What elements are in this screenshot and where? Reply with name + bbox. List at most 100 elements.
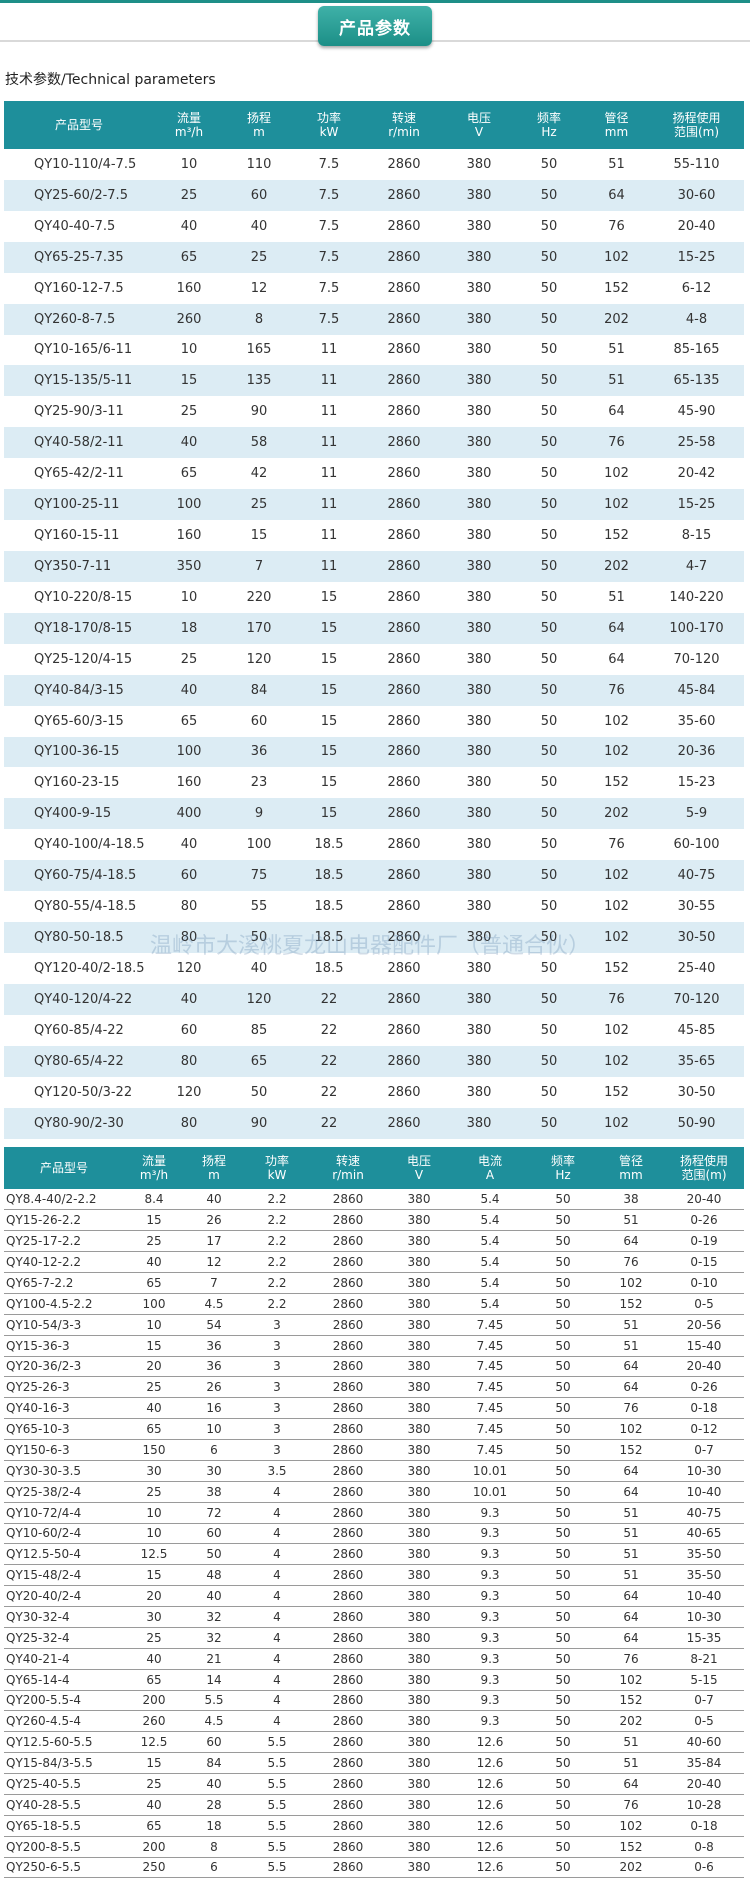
column-header-unit: 范围(m) — [673, 125, 720, 139]
table-cell: 90 — [224, 1107, 294, 1139]
table-row: QY12.5-60-5.5 12.5 60 5.5 2860 380 12.6 50 51 40-… — [4, 1731, 744, 1754]
table-row: QY80-90/2-30 80 90 22 2860 380 50 102 50-90 — [4, 1107, 744, 1139]
model-cell: QY160-15-11 — [34, 528, 120, 544]
table-row: QY100-4.5-2.2 100 4.5 2.2 2860 380 5.4 50 152 0-5 — [4, 1293, 744, 1315]
table-cell: 20-40 — [664, 1773, 744, 1795]
table-cell: 32 — [184, 1627, 244, 1649]
table-cell: 8 — [224, 303, 294, 335]
table-cell: 0-5 — [664, 1293, 744, 1315]
table-cell: 64 — [598, 1627, 664, 1649]
section-title: 技术参数/Technical parameters — [5, 72, 216, 88]
table-cell: 50 — [514, 489, 584, 521]
table-cell: 50 — [528, 1209, 598, 1232]
table-cell: 3 — [244, 1439, 310, 1461]
table-cell: 5.5 — [244, 1794, 310, 1816]
table-cell: 50 — [540, 713, 558, 729]
table-cell: 65 — [180, 466, 198, 482]
table-cell: 4-7 — [649, 550, 744, 582]
table-cell: 40 — [184, 1585, 244, 1607]
table-cell: 76 — [584, 674, 649, 706]
column-header: 转速 r/min — [310, 1147, 386, 1189]
table-cell: 60 — [184, 1731, 244, 1754]
table-cell: 380 — [386, 1710, 452, 1733]
model-cell: QY160-12-7.5 — [34, 280, 124, 296]
table-cell: 152 — [598, 1836, 664, 1858]
table-cell: 152 — [604, 1084, 629, 1100]
table-cell: 5-9 — [649, 798, 744, 830]
table-cell: 10 — [184, 1418, 244, 1440]
table-cell: 380 — [444, 303, 514, 335]
table-cell: 10 — [124, 1314, 184, 1336]
table-cell: 50 — [528, 1773, 598, 1795]
table-cell: 50 — [528, 1648, 598, 1670]
table-cell: 51 — [598, 1523, 664, 1545]
table-cell: 25 — [224, 489, 294, 521]
table-cell: 7.45 — [452, 1397, 528, 1420]
table-row: QY20-36/2-3 20 36 3 2860 380 7.45 50 64 20-40 — [4, 1356, 744, 1378]
column-header: 频率 Hz — [514, 101, 584, 149]
model-cell: QY260-8-7.5 — [4, 303, 154, 335]
table-cell: 5.5 — [244, 1731, 310, 1754]
table-cell: 380 — [386, 1272, 452, 1294]
table-cell: 120 — [224, 983, 294, 1015]
model-cell: QY120-50/3-22 — [34, 1084, 133, 1100]
table-cell: 2860 — [387, 404, 421, 420]
table-row: QY25-38/2-4 25 38 4 2860 380 10.01 50 64 10-40 — [4, 1481, 744, 1503]
table-cell: 2860 — [310, 1356, 386, 1378]
model-cell: QY65-60/3-15 — [34, 713, 124, 729]
model-cell: QY18-170/8-15 — [4, 612, 154, 644]
column-header-label: 产品型号 — [54, 118, 103, 132]
table-cell: 5.5 — [244, 1752, 310, 1774]
model-cell: QY25-26-3 — [4, 1376, 124, 1399]
table-cell: 2860 — [364, 798, 444, 830]
table-cell: 25 — [124, 1627, 184, 1649]
table-cell: 4 — [244, 1710, 310, 1733]
table-cell: 110 — [246, 156, 272, 172]
table-cell: 7.45 — [452, 1335, 528, 1357]
table-cell: 12.6 — [452, 1794, 528, 1816]
column-header: 扬程 m — [224, 101, 294, 149]
column-header-label: 转速 — [335, 1154, 360, 1168]
table-cell: 50 — [528, 1523, 598, 1545]
table-cell: 25 — [180, 651, 198, 667]
table-cell: 25 — [124, 1230, 184, 1253]
model-cell: QY65-10-3 — [4, 1418, 124, 1440]
table-cell: 70-120 — [649, 983, 744, 1015]
table-cell: 15-25 — [649, 241, 744, 273]
table-cell: 40 — [184, 1189, 244, 1211]
table-cell: 50 — [528, 1230, 598, 1253]
table-cell: 35-84 — [664, 1752, 744, 1774]
table-cell: 380 — [444, 860, 514, 892]
table-cell: 48 — [184, 1564, 244, 1587]
column-header-label: 电压 — [466, 111, 491, 125]
table-cell: 102 — [598, 1815, 664, 1837]
column-header-label: 扬程 — [201, 1154, 226, 1168]
table-cell: 76 — [584, 983, 649, 1015]
table-row: QY15-135/5-11 15 135 11 2860 380 50 51 65-135 — [4, 365, 744, 397]
column-header-unit: V — [414, 1168, 424, 1182]
table-cell: 2860 — [387, 899, 421, 915]
table-cell: 51 — [598, 1502, 664, 1524]
table-row: QY12.5-50-4 12.5 50 4 2860 380 9.3 50 51 35-50 — [4, 1543, 744, 1566]
table-cell: 160 — [176, 528, 202, 544]
table-cell: 65-135 — [649, 365, 744, 397]
table-cell: 30-60 — [649, 179, 744, 211]
table-cell: 380 — [386, 1209, 452, 1232]
table-header-row: 产品型号 流量 m³/h 扬程 m 功率 kW 转速 r/min 电压 V 电流 A 频率 Hz 管径 mm 扬程… — [4, 1147, 744, 1189]
table-cell: 15 — [124, 1752, 184, 1774]
table-cell: 380 — [466, 218, 492, 234]
table-cell: 50 — [528, 1564, 598, 1587]
model-cell: QY10-54/3-3 — [4, 1314, 124, 1336]
table-cell: 9.3 — [452, 1564, 528, 1587]
table-cell: 50 — [528, 1335, 598, 1357]
table-cell: 36 — [224, 736, 294, 768]
model-cell: QY80-65/4-22 — [4, 1045, 154, 1077]
table-cell: 2860 — [310, 1836, 386, 1858]
table-row: QY25-32-4 25 32 4 2860 380 9.3 50 64 15-35 — [4, 1627, 744, 1649]
column-header-unit: kW — [319, 125, 339, 139]
table-cell: 50 — [528, 1794, 598, 1816]
table-header-row: 产品型号 流量 m³/h 扬程 m 功率 kW 转速 r/min 电压 V 频率 Hz 管径 mm 扬程使用范… — [4, 101, 744, 149]
table-cell: 0-8 — [664, 1836, 744, 1858]
table-cell: 3.5 — [244, 1460, 310, 1482]
table-cell: 2860 — [310, 1731, 386, 1754]
